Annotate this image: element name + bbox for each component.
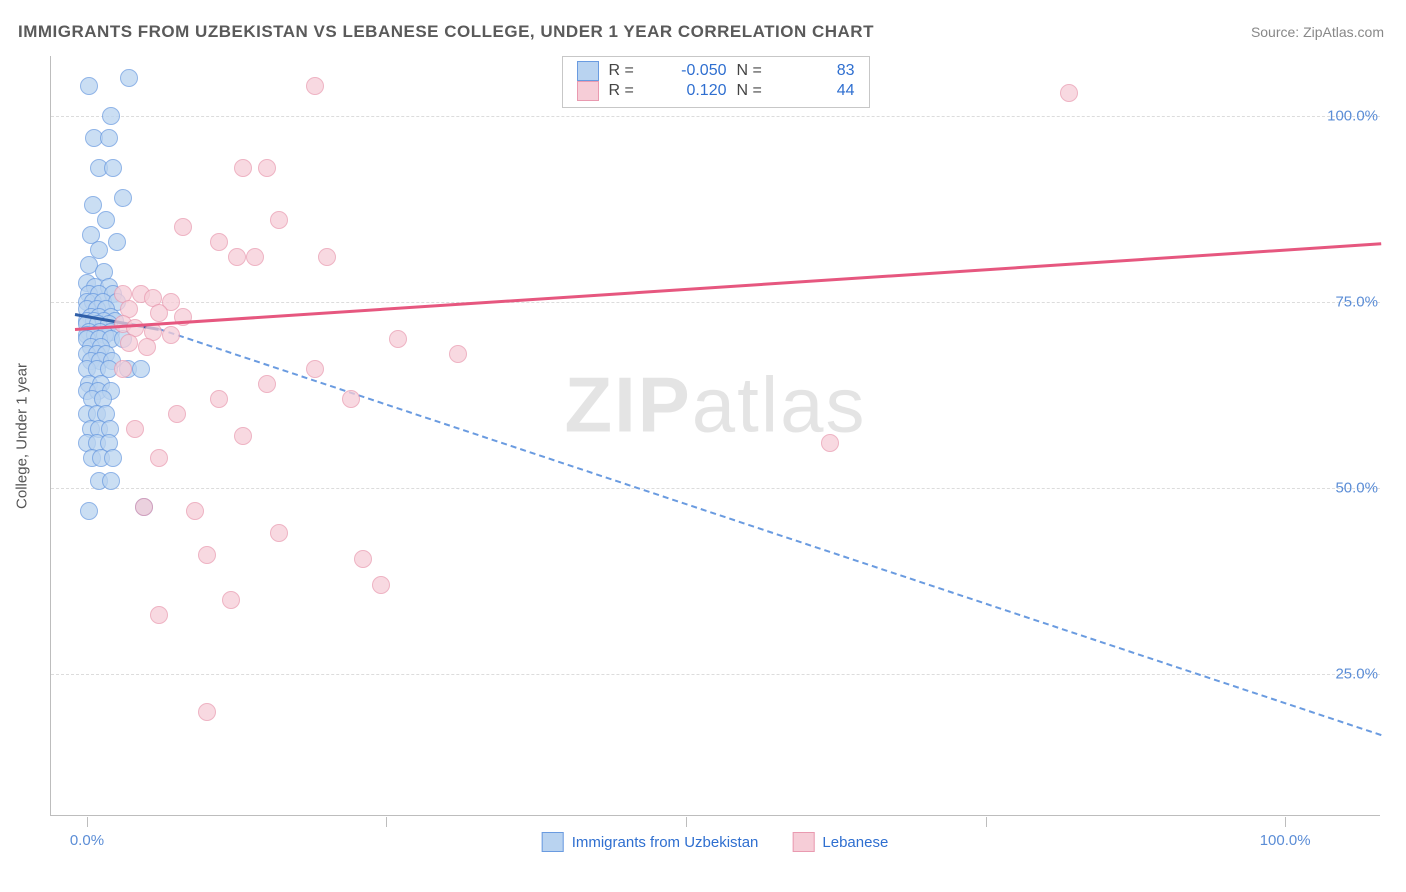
legend-series: Immigrants from Uzbekistan Lebanese xyxy=(542,832,889,852)
legend-N-value-uzbekistan: 83 xyxy=(781,62,855,80)
legend-N-label: N = xyxy=(737,82,771,100)
scatter-point-lebanese xyxy=(821,434,839,452)
legend-label-uzbekistan: Immigrants from Uzbekistan xyxy=(572,834,759,851)
legend-N-value-lebanese: 44 xyxy=(781,82,855,100)
legend-stats-row-lebanese: R = 0.120 N = 44 xyxy=(577,81,855,101)
legend-R-label: R = xyxy=(609,62,643,80)
scatter-point-lebanese xyxy=(198,703,216,721)
y-tick-label: 25.0% xyxy=(1322,666,1378,683)
scatter-point-uzbekistan xyxy=(108,233,126,251)
watermark: ZIPatlas xyxy=(564,360,866,451)
scatter-point-lebanese xyxy=(234,159,252,177)
scatter-point-uzbekistan xyxy=(80,502,98,520)
chart-source: Source: ZipAtlas.com xyxy=(1251,24,1384,40)
scatter-point-lebanese xyxy=(1060,84,1078,102)
gridline xyxy=(51,674,1380,675)
scatter-point-lebanese xyxy=(198,546,216,564)
gridline xyxy=(51,116,1380,117)
legend-R-value-lebanese: 0.120 xyxy=(653,82,727,100)
scatter-point-lebanese xyxy=(246,248,264,266)
scatter-point-lebanese xyxy=(222,591,240,609)
scatter-point-lebanese xyxy=(174,218,192,236)
scatter-point-uzbekistan xyxy=(132,360,150,378)
x-tick xyxy=(1285,817,1286,827)
scatter-point-lebanese xyxy=(150,449,168,467)
scatter-point-uzbekistan xyxy=(80,77,98,95)
y-tick-label: 100.0% xyxy=(1322,107,1378,124)
scatter-point-lebanese xyxy=(150,606,168,624)
scatter-point-lebanese xyxy=(449,345,467,363)
scatter-point-lebanese xyxy=(150,304,168,322)
legend-stats-row-uzbekistan: R = -0.050 N = 83 xyxy=(577,61,855,81)
y-tick-label: 50.0% xyxy=(1322,480,1378,497)
gridline xyxy=(51,488,1380,489)
scatter-point-uzbekistan xyxy=(97,211,115,229)
trend-line xyxy=(75,242,1381,331)
legend-stats: R = -0.050 N = 83 R = 0.120 N = 44 xyxy=(562,56,870,108)
legend-swatch-uzbekistan xyxy=(577,61,599,81)
scatter-point-uzbekistan xyxy=(102,107,120,125)
scatter-point-uzbekistan xyxy=(100,129,118,147)
scatter-point-lebanese xyxy=(258,375,276,393)
scatter-point-lebanese xyxy=(318,248,336,266)
scatter-point-uzbekistan xyxy=(104,159,122,177)
x-tick xyxy=(87,817,88,827)
scatter-point-uzbekistan xyxy=(102,472,120,490)
scatter-point-uzbekistan xyxy=(104,449,122,467)
x-tick-label: 0.0% xyxy=(70,832,104,849)
scatter-point-uzbekistan xyxy=(84,196,102,214)
scatter-point-lebanese xyxy=(258,159,276,177)
y-axis-label: College, Under 1 year xyxy=(14,363,31,509)
scatter-point-uzbekistan xyxy=(114,189,132,207)
y-tick-label: 75.0% xyxy=(1322,293,1378,310)
scatter-point-lebanese xyxy=(210,233,228,251)
scatter-point-lebanese xyxy=(228,248,246,266)
legend-item-uzbekistan: Immigrants from Uzbekistan xyxy=(542,832,759,852)
scatter-point-lebanese xyxy=(138,338,156,356)
legend-swatch-uzbekistan xyxy=(542,832,564,852)
scatter-point-lebanese xyxy=(354,550,372,568)
scatter-point-lebanese xyxy=(234,427,252,445)
watermark-zip: ZIP xyxy=(564,361,691,449)
scatter-point-lebanese xyxy=(372,576,390,594)
scatter-point-lebanese xyxy=(389,330,407,348)
scatter-point-lebanese xyxy=(210,390,228,408)
scatter-point-lebanese xyxy=(126,420,144,438)
scatter-point-lebanese xyxy=(342,390,360,408)
scatter-point-lebanese xyxy=(120,334,138,352)
x-tick xyxy=(386,817,387,827)
scatter-point-lebanese xyxy=(270,211,288,229)
legend-label-lebanese: Lebanese xyxy=(822,834,888,851)
plot-area: ZIPatlas R = -0.050 N = 83 R = 0.120 N =… xyxy=(50,56,1380,816)
legend-swatch-lebanese xyxy=(792,832,814,852)
scatter-point-lebanese xyxy=(168,405,186,423)
legend-swatch-lebanese xyxy=(577,81,599,101)
chart-title: IMMIGRANTS FROM UZBEKISTAN VS LEBANESE C… xyxy=(18,22,874,42)
legend-R-label: R = xyxy=(609,82,643,100)
scatter-point-lebanese xyxy=(135,498,153,516)
scatter-point-lebanese xyxy=(270,524,288,542)
scatter-point-lebanese xyxy=(114,360,132,378)
x-tick xyxy=(686,817,687,827)
x-tick-label: 100.0% xyxy=(1260,832,1311,849)
gridline xyxy=(51,302,1380,303)
x-tick xyxy=(986,817,987,827)
correlation-chart: ZIPatlas R = -0.050 N = 83 R = 0.120 N =… xyxy=(50,56,1380,816)
source-prefix: Source: xyxy=(1251,24,1303,40)
scatter-point-lebanese xyxy=(186,502,204,520)
scatter-point-uzbekistan xyxy=(120,69,138,87)
scatter-point-lebanese xyxy=(306,360,324,378)
source-link[interactable]: ZipAtlas.com xyxy=(1303,24,1384,40)
scatter-point-lebanese xyxy=(162,326,180,344)
scatter-point-lebanese xyxy=(306,77,324,95)
legend-R-value-uzbekistan: -0.050 xyxy=(653,62,727,80)
legend-item-lebanese: Lebanese xyxy=(792,832,888,852)
watermark-atlas: atlas xyxy=(692,361,867,449)
legend-N-label: N = xyxy=(737,62,771,80)
